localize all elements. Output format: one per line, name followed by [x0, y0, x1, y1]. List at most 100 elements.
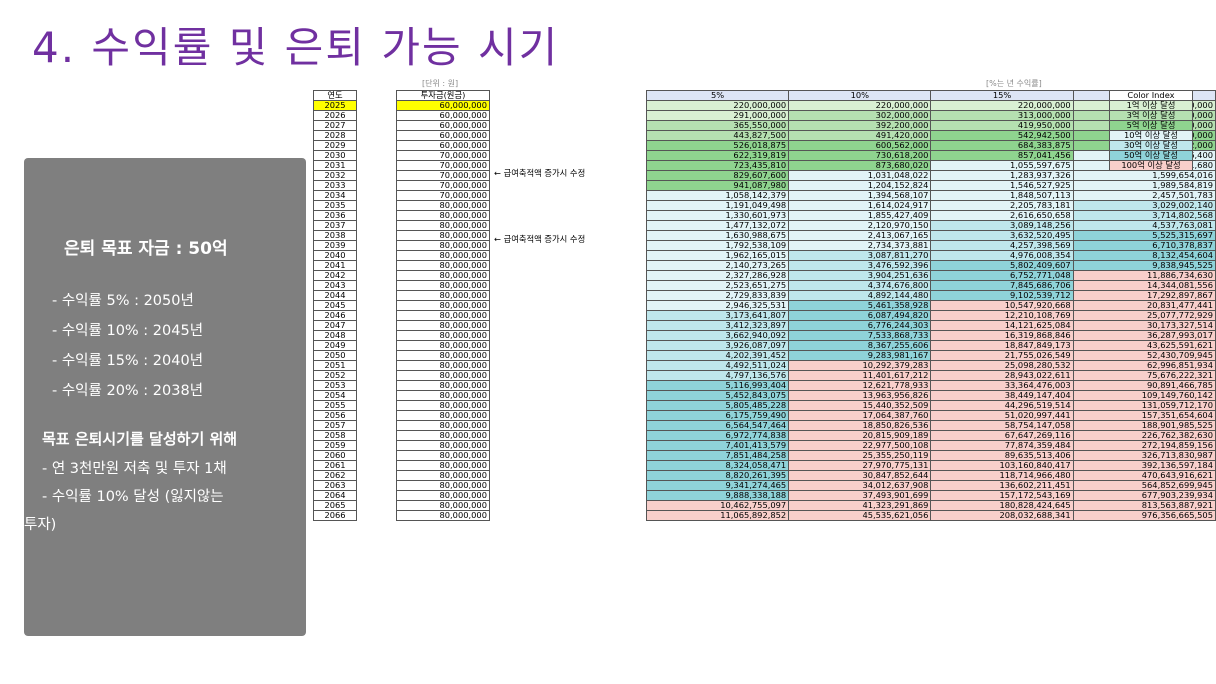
unit-note: [단위 : 원] — [422, 79, 459, 88]
value-cell: 8,132,454,604 — [1072, 250, 1216, 261]
value-cell: 3,476,592,396 — [788, 260, 932, 271]
year-cell: 2039 — [313, 240, 357, 251]
year-cell: 2051 — [313, 360, 357, 371]
value-cell: 1,989,584,819 — [1072, 180, 1216, 191]
investment-cell: 60,000,000 — [396, 100, 490, 111]
value-cell: 157,172,543,169 — [930, 490, 1074, 501]
table-row: 8,820,261,395 30,847,852,644 118,714,966,4… — [645, 470, 1216, 481]
rate-item: - 수익률 5% : 2050년 — [52, 293, 194, 309]
value-cell: 392,136,597,184 — [1072, 460, 1216, 471]
value-cell: 2,457,501,783 — [1072, 190, 1216, 201]
value-cell: 157,351,654,604 — [1072, 410, 1216, 421]
value-cell: 6,776,244,303 — [788, 320, 932, 331]
year-cell: 2057 — [313, 420, 357, 431]
value-cell: 1,394,568,107 — [788, 190, 932, 201]
value-cell: 77,874,359,484 — [930, 440, 1074, 451]
value-cell: 6,710,378,837 — [1072, 240, 1216, 251]
value-cell: 22,977,500,108 — [788, 440, 932, 451]
value-cell: 18,850,826,536 — [788, 420, 932, 431]
value-cell: 14,121,625,084 — [930, 320, 1074, 331]
investment-cell: 80,000,000 — [396, 310, 490, 321]
value-cell: 813,563,887,921 — [1072, 500, 1216, 511]
value-cell: 13,963,956,826 — [788, 390, 932, 401]
value-cell: 18,847,849,173 — [930, 340, 1074, 351]
table-row: 7,401,413,579 22,977,500,108 77,874,359,48… — [645, 440, 1216, 451]
investment-cell: 80,000,000 — [396, 270, 490, 281]
value-cell: 2,523,651,275 — [645, 280, 790, 291]
value-cell: 1,546,527,925 — [930, 180, 1074, 191]
value-cell: 67,647,269,116 — [930, 430, 1074, 441]
value-cell: 10,547,920,668 — [930, 300, 1074, 311]
investment-cell: 70,000,000 — [396, 170, 490, 181]
value-cell: 526,018,875 — [645, 140, 790, 151]
value-cell: 5,452,843,075 — [645, 390, 790, 401]
investment-cell: 80,000,000 — [396, 350, 490, 361]
investment-cell: 60,000,000 — [396, 130, 490, 141]
investment-cell: 80,000,000 — [396, 340, 490, 351]
value-cell: 11,401,617,212 — [788, 370, 932, 381]
value-cell: 3,173,641,807 — [645, 310, 790, 321]
value-cell: 51,020,997,441 — [930, 410, 1074, 421]
value-cell: 2,327,286,928 — [645, 270, 790, 281]
table-row: 11,065,892,852 45,535,621,056 208,032,688,… — [645, 510, 1216, 521]
plan-item: 투자) — [24, 517, 57, 533]
value-cell: 1,614,024,917 — [788, 200, 932, 211]
investment-cell: 70,000,000 — [396, 160, 490, 171]
investment-cell: 80,000,000 — [396, 380, 490, 391]
value-cell: 3,412,323,897 — [645, 320, 790, 331]
value-cell: 1,330,601,973 — [645, 210, 790, 221]
table-row: 6,564,547,464 18,850,826,536 58,754,147,05… — [645, 420, 1216, 431]
value-cell: 7,851,484,258 — [645, 450, 790, 461]
rate-list: - 수익률 5% : 2050년 - 수익률 10% : 2045년 - 수익률… — [52, 286, 203, 406]
investment-cell: 80,000,000 — [396, 330, 490, 341]
value-cell: 5,525,315,697 — [1072, 230, 1216, 241]
investment-cell: 80,000,000 — [396, 250, 490, 261]
table-row: 1,962,165,015 3,087,811,270 4,976,008,354 8… — [645, 250, 1216, 261]
value-cell: 3,662,940,092 — [645, 330, 790, 341]
investment-cell: 80,000,000 — [396, 470, 490, 481]
value-cell: 11,886,734,630 — [1072, 270, 1216, 281]
value-cell: 20,831,477,441 — [1072, 300, 1216, 311]
value-cell: 9,341,274,465 — [645, 480, 790, 491]
note-2035: ← 급여축적액 증가시 수정 — [494, 234, 586, 244]
value-cell: 8,324,058,471 — [645, 460, 790, 471]
value-cell: 1,792,538,109 — [645, 240, 790, 251]
year-cell: 2050 — [313, 350, 357, 361]
value-cell: 4,257,398,569 — [930, 240, 1074, 251]
value-cell: 5,461,358,928 — [788, 300, 932, 311]
year-cell: 2060 — [313, 450, 357, 461]
value-cell: 43,625,591,621 — [1072, 340, 1216, 351]
value-cell: 419,950,000 — [930, 120, 1074, 131]
year-cell: 2036 — [313, 210, 357, 221]
year-cell: 2058 — [313, 430, 357, 441]
value-cell: 38,449,147,404 — [930, 390, 1074, 401]
table-row: 6,972,774,838 20,815,909,189 67,647,269,11… — [645, 430, 1216, 441]
value-cell: 103,160,840,417 — [930, 460, 1074, 471]
value-cell: 1,283,937,326 — [930, 170, 1074, 181]
rate-item: - 수익률 10% : 2045년 — [52, 323, 204, 339]
year-cell: 2038 — [313, 230, 357, 241]
value-cell: 829,607,600 — [645, 170, 790, 181]
table-row: 2,140,273,265 3,476,592,396 5,802,409,607 9… — [645, 260, 1216, 271]
value-cell: 36,287,993,017 — [1072, 330, 1216, 341]
investment-cell: 80,000,000 — [396, 240, 490, 251]
year-cell: 2047 — [313, 320, 357, 331]
value-cell: 677,903,239,934 — [1072, 490, 1216, 501]
plan-title: 목표 은퇴시기를 달성하기 위해 — [42, 430, 238, 448]
value-cell: 723,435,810 — [645, 160, 790, 171]
value-cell: 208,032,688,341 — [930, 510, 1074, 521]
value-cell: 10,292,379,283 — [788, 360, 932, 371]
year-table: 연도 2025 2026 2027 2028 2029 2030 2031 2032 2033 2… — [313, 90, 357, 521]
value-cell: 136,602,211,451 — [930, 480, 1074, 491]
value-cell: 2,616,650,658 — [930, 210, 1074, 221]
rate-header-5: 5% — [645, 90, 790, 101]
value-cell: 3,632,520,495 — [930, 230, 1074, 241]
value-cell: 28,943,022,611 — [930, 370, 1074, 381]
table-row: 7,851,484,258 25,355,250,119 89,635,513,40… — [645, 450, 1216, 461]
value-cell: 15,440,352,509 — [788, 400, 932, 411]
table-row: 2,327,286,928 3,904,251,636 6,752,771,048 1… — [645, 270, 1216, 281]
year-cell: 2048 — [313, 330, 357, 341]
table-row: 1,630,988,675 2,413,067,165 3,632,520,495 5… — [645, 230, 1216, 241]
value-cell: 3,089,148,256 — [930, 220, 1074, 231]
value-cell: 21,755,026,549 — [930, 350, 1074, 361]
